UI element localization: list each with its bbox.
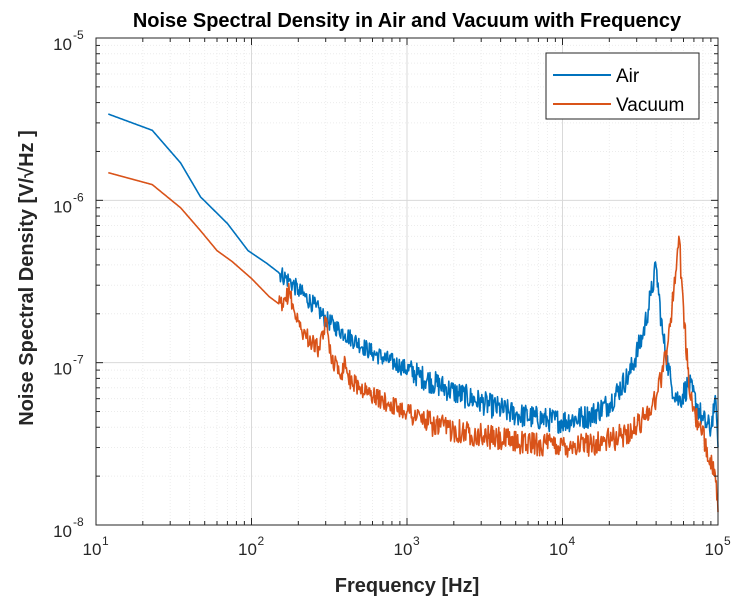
y-tick-label: 10 -8 <box>53 515 84 541</box>
series-layer <box>108 113 719 513</box>
x-tick-label: 10 5 <box>705 534 731 559</box>
x-tick-label-base: 10 <box>394 540 413 559</box>
y-tick-label-base: 10 <box>53 360 72 379</box>
x-tick-label: 10 3 <box>394 534 420 559</box>
x-tick-label-base: 10 <box>238 540 257 559</box>
y-tick-label: 10 -5 <box>53 28 84 54</box>
y-tick-labels: 10-810-710-610-5 <box>53 28 84 541</box>
x-tick-label: 10 1 <box>83 534 109 559</box>
chart-title: Noise Spectral Density in Air and Vacuum… <box>133 10 682 32</box>
y-tick-label-base: 10 <box>53 35 72 54</box>
y-tick-label-exponent: -6 <box>73 190 84 204</box>
y-tick-label-exponent: -7 <box>73 353 84 367</box>
x-tick-label-base: 10 <box>705 540 724 559</box>
y-tick-label-exponent: -8 <box>73 515 84 529</box>
x-tick-labels: 10 1 10 2 10 3 10 4 10 5 <box>83 534 731 559</box>
x-tick-label-exponent: 1 <box>102 534 109 548</box>
x-tick-label-base: 10 <box>83 540 102 559</box>
x-tick-label: 10 2 <box>238 534 264 559</box>
legend-label-vacuum: Vacuum <box>616 95 684 116</box>
series-line-vacuum <box>108 171 719 513</box>
x-tick-label-base: 10 <box>549 540 568 559</box>
y-tick-label-base: 10 <box>53 197 72 216</box>
x-tick-label-exponent: 4 <box>569 534 576 548</box>
legend-box <box>545 52 700 120</box>
x-tick-label-exponent: 2 <box>258 534 265 548</box>
x-tick-label: 10 4 <box>549 534 575 559</box>
y-tick-label-base: 10 <box>53 522 72 541</box>
y-tick-label-exponent: -5 <box>73 28 84 42</box>
x-axis-label: Frequency [Hz] <box>335 575 479 597</box>
x-tick-label-exponent: 5 <box>724 534 731 548</box>
y-tick-label: 10 -6 <box>53 190 84 216</box>
x-tick-label-exponent: 3 <box>413 534 420 548</box>
tick-marks <box>95 37 719 526</box>
y-axis-label: Noise Spectral Density [V/√Hz ] <box>16 130 38 426</box>
series-line-air <box>108 113 719 448</box>
legend-label-air: Air <box>616 66 640 87</box>
legend: Air Vacuum <box>545 52 700 120</box>
y-tick-label: 10 -7 <box>53 353 84 379</box>
